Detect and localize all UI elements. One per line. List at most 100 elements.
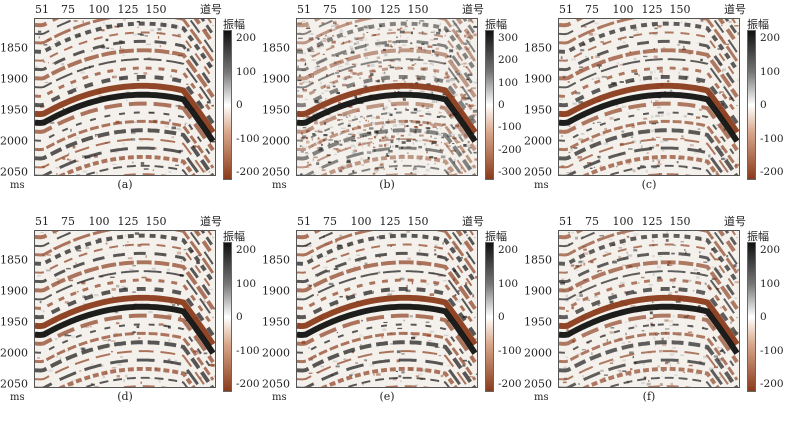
noise-speck (583, 262, 586, 266)
noise-speck (401, 371, 405, 374)
noise-speck (332, 85, 336, 88)
x-tick-label: 75 (323, 215, 337, 228)
noise-speck (356, 254, 361, 256)
noise-speck (637, 168, 641, 170)
noise-speck (333, 20, 336, 24)
noise-speck (400, 380, 402, 382)
noise-speck (136, 20, 141, 23)
noise-speck (348, 40, 351, 43)
noise-speck (688, 364, 693, 367)
noise-speck (426, 127, 431, 130)
noise-speck (413, 108, 418, 111)
noise-speck (578, 383, 580, 385)
noise-speck (384, 143, 389, 146)
noise-speck (399, 30, 405, 34)
noise-speck (456, 72, 461, 76)
noise-speck (69, 159, 72, 162)
noise-speck (415, 111, 419, 113)
noise-speck (374, 130, 379, 134)
seismic-image (297, 19, 477, 175)
noise-speck (385, 106, 388, 109)
noise-speck (460, 48, 466, 51)
noise-speck (209, 363, 215, 367)
noise-speck (435, 47, 439, 51)
noise-speck (403, 98, 406, 101)
noise-speck (430, 123, 435, 127)
noise-speck (684, 251, 687, 255)
noise-speck (651, 122, 657, 125)
noise-speck (332, 384, 337, 387)
noise-speck (571, 58, 576, 61)
noise-speck (431, 99, 435, 103)
noise-speck (643, 376, 647, 379)
noise-speck (630, 305, 636, 307)
noise-speck (208, 170, 211, 173)
noise-speck (652, 301, 654, 303)
noise-speck (343, 53, 348, 55)
reflector-horizon (35, 294, 215, 346)
noise-speck (124, 234, 127, 238)
noise-speck (370, 73, 374, 77)
y-tick-label: 2050 (0, 377, 28, 391)
noise-speck (351, 133, 356, 137)
noise-speck (387, 45, 390, 48)
noise-speck (737, 268, 739, 272)
noise-speck (304, 64, 307, 66)
noise-speck (308, 37, 314, 41)
noise-speck (435, 144, 439, 147)
noise-speck (185, 372, 188, 374)
noise-speck (616, 62, 620, 65)
noise-speck (359, 77, 361, 80)
noise-speck (347, 164, 351, 167)
noise-speck (586, 299, 591, 301)
noise-speck (397, 51, 401, 54)
noise-speck (396, 36, 398, 39)
noise-speck (696, 81, 701, 84)
noise-speck (415, 139, 418, 142)
noise-speck (317, 141, 322, 145)
noise-speck (407, 152, 409, 154)
noise-speck (575, 264, 580, 268)
noise-speck (388, 29, 393, 31)
noise-speck (657, 365, 661, 368)
noise-speck (384, 135, 387, 138)
noise-speck (356, 110, 360, 112)
noise-speck (463, 93, 467, 97)
noise-speck (372, 136, 375, 138)
noise-speck (593, 166, 596, 168)
noise-speck (656, 159, 661, 162)
noise-speck (306, 164, 312, 167)
colorbar (223, 30, 232, 180)
reflector-horizon (559, 243, 738, 292)
noise-speck (350, 50, 355, 54)
noise-speck (106, 47, 110, 50)
colorbar (223, 242, 232, 392)
noise-speck (314, 100, 319, 103)
noise-speck (97, 272, 100, 274)
noise-speck (381, 128, 384, 130)
reflector-horizon (297, 82, 477, 134)
noise-speck (443, 45, 446, 47)
noise-speck (452, 127, 456, 129)
noise-speck (382, 328, 387, 331)
noise-speck (409, 47, 414, 50)
noise-speck (184, 123, 186, 126)
noise-speck (343, 36, 347, 38)
noise-speck (676, 161, 679, 164)
noise-speck (300, 137, 305, 140)
noise-speck (678, 150, 681, 152)
noise-speck (147, 57, 152, 59)
noise-speck (325, 74, 328, 77)
noise-speck (579, 260, 585, 263)
noise-speck (392, 124, 398, 127)
x-tick-label: 150 (669, 3, 691, 16)
noise-speck (85, 247, 90, 249)
noise-speck (153, 119, 158, 121)
noise-speck (55, 167, 59, 169)
reflector-horizon (35, 286, 215, 337)
noise-speck (47, 62, 49, 64)
noise-speck (343, 77, 347, 81)
noise-speck (329, 81, 335, 84)
noise-speck (571, 306, 574, 310)
noise-speck (339, 143, 343, 146)
